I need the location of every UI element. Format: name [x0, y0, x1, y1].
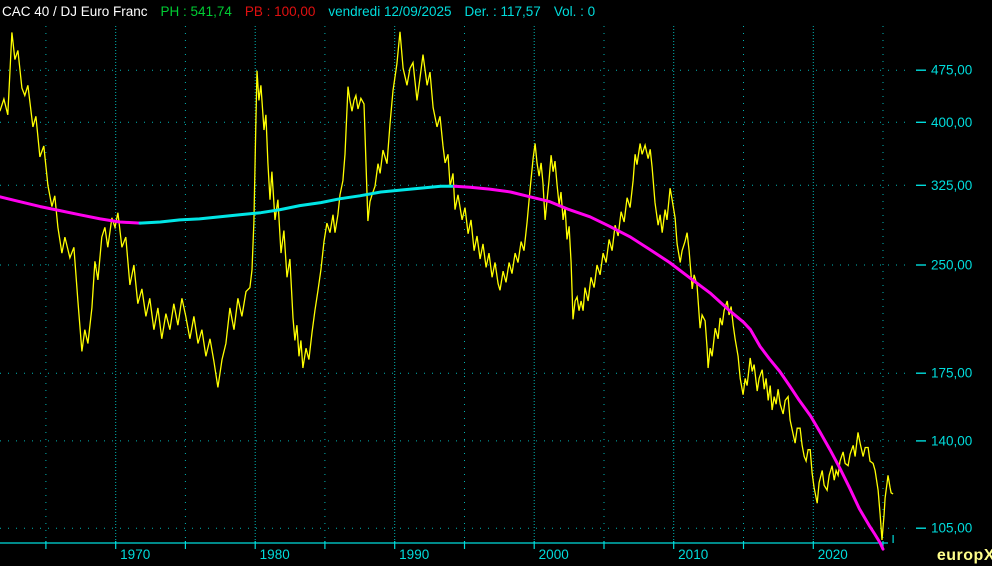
x-axis-label: 1980: [260, 547, 290, 562]
period-low-value: PB : 100,00: [244, 3, 316, 19]
x-axis-label: 2010: [678, 547, 708, 562]
moving-average-rising: [138, 184, 457, 225]
x-axis-label: 1970: [120, 547, 150, 562]
instrument-title: CAC 40 / DJ Euro Franc: [2, 3, 148, 19]
y-axis-label: 475,00: [931, 63, 972, 78]
last-price-value: Der. : 117,57: [464, 3, 541, 19]
x-axis-label: 2020: [818, 547, 848, 562]
volume-value: Vol. : 0: [553, 3, 596, 19]
period-high-value: PH : 541,74: [160, 3, 232, 19]
y-axis-label: 250,00: [931, 258, 972, 273]
price-line: [0, 31, 894, 541]
moving-average-falling: [0, 195, 142, 225]
quote-date: vendredi 12/09/2025: [328, 3, 452, 19]
y-axis-label: 105,00: [931, 521, 972, 536]
y-axis-label: 175,00: [931, 366, 972, 381]
europx-logo: europX: [936, 547, 992, 564]
chart-header: CAC 40 / DJ Euro Franc PH : 541,74 PB : …: [0, 0, 992, 22]
x-axis-label: 1990: [399, 547, 429, 562]
y-axis-label: 400,00: [931, 115, 972, 130]
x-axis-label: 2000: [539, 547, 569, 562]
y-axis-label: 140,00: [931, 433, 972, 448]
moving-average-falling: [453, 184, 885, 551]
y-axis-label: 325,00: [931, 178, 972, 193]
